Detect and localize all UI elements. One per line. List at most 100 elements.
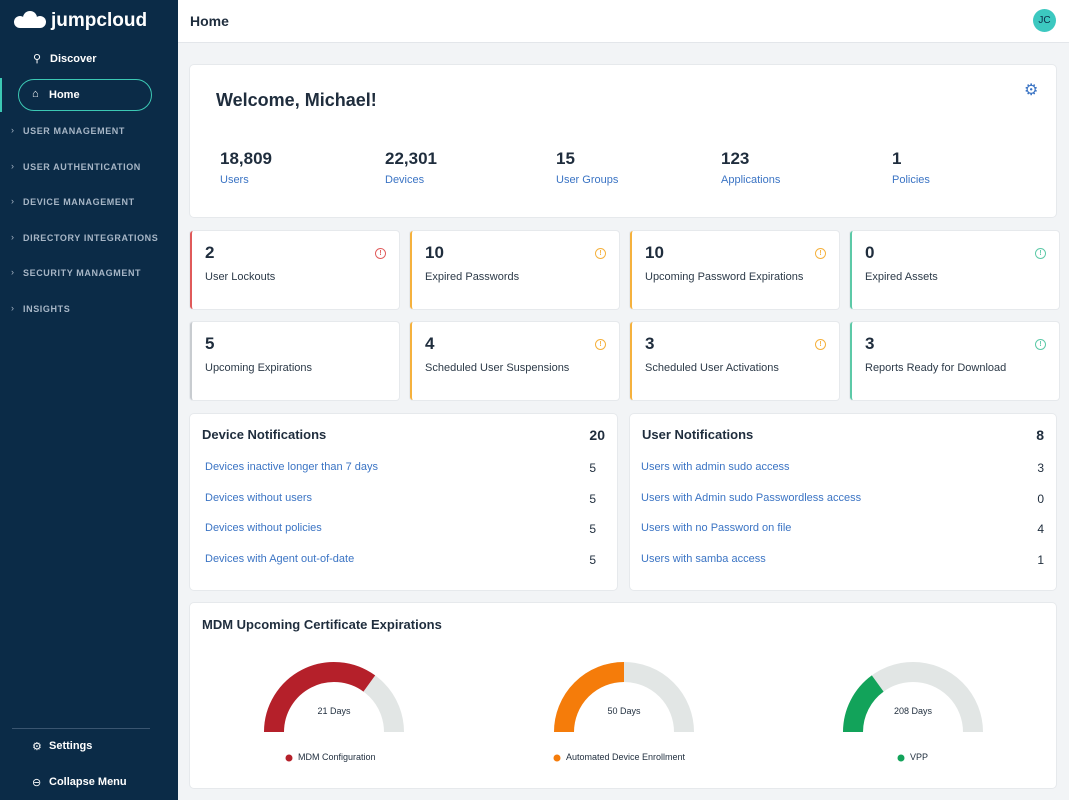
nav-section[interactable]: DEVICE MANAGEMENT <box>23 197 135 208</box>
chevron: › <box>11 231 14 242</box>
alert-value: 4 <box>425 334 435 353</box>
notification-link[interactable]: Devices without policies <box>205 522 322 534</box>
legend-label: VPP <box>910 752 929 762</box>
notification-link[interactable]: Devices with Agent out-of-date <box>205 552 355 565</box>
alert-icon: ! <box>815 248 826 259</box>
alert-icon: ! <box>595 339 606 350</box>
legend-label: Automated Device Enrollment <box>566 752 686 762</box>
nav-section[interactable]: DIRECTORY INTEGRATIONS <box>23 232 159 243</box>
sidebar: jumpcloud ⚲ Discover ⌂ Home ⚙ Settings ⊖… <box>0 0 178 800</box>
chevron: › <box>11 267 14 278</box>
nav-item-active[interactable] <box>18 79 152 111</box>
nav-section[interactable]: USER MANAGEMENT <box>23 126 126 136</box>
alert-card[interactable] <box>410 322 619 400</box>
icon: ⌂ <box>32 88 39 100</box>
stat-label[interactable]: Policies <box>892 174 930 186</box>
notification-count: 5 <box>589 522 596 536</box>
gauge-fill <box>264 662 376 733</box>
legend-dot <box>285 754 293 762</box>
welcome-card <box>190 65 1056 217</box>
settings-icon[interactable]: ⚙ <box>1024 82 1039 99</box>
alert-value: 2 <box>205 243 215 262</box>
alert-value: 5 <box>205 334 215 353</box>
nav-item[interactable]: Home <box>49 89 80 101</box>
stat-value: 1 <box>892 149 902 168</box>
icon: ⊖ <box>32 777 42 789</box>
alert-label: User Lockouts <box>205 271 276 283</box>
top-bar <box>178 0 1069 43</box>
alert-label: Upcoming Password Expirations <box>645 271 804 283</box>
notification-count: 5 <box>589 491 596 506</box>
alert-value: 3 <box>865 334 875 353</box>
notification-count: 1 <box>1037 552 1044 567</box>
gauge-fill <box>554 662 625 733</box>
alert-icon: ! <box>1035 248 1046 259</box>
gauge-label: 50 Days <box>607 706 641 716</box>
logo-icon <box>14 11 46 28</box>
notification-count: 4 <box>1037 522 1044 536</box>
stat-label[interactable]: Devices <box>385 174 425 186</box>
notification-link[interactable]: Users with samba access <box>641 552 766 565</box>
chevron: › <box>11 125 14 135</box>
notification-count: 5 <box>589 552 596 567</box>
alert-card[interactable] <box>190 231 399 309</box>
nav-section[interactable]: INSIGHTS <box>23 304 71 314</box>
alert-card[interactable] <box>850 231 1059 309</box>
icon: ⚲ <box>33 53 42 65</box>
divider <box>12 728 150 729</box>
gauges <box>264 662 983 762</box>
stat-value: 123 <box>721 149 750 168</box>
notifications-title: Device Notifications <box>202 427 327 442</box>
notification-count: 0 <box>1037 491 1044 506</box>
alert-value: 10 <box>425 243 444 262</box>
page-title: Home <box>190 13 229 29</box>
settings[interactable]: Settings <box>49 740 93 752</box>
user-notifications-card <box>630 414 1056 590</box>
icon: ⚙ <box>32 741 42 753</box>
avatar[interactable]: JC <box>1033 9 1056 32</box>
nav-section[interactable]: USER AUTHENTICATION <box>23 161 141 172</box>
collapse-menu[interactable]: Collapse Menu <box>49 776 127 788</box>
stat-value: 18,809 <box>220 149 272 168</box>
alert-label: Scheduled User Suspensions <box>425 362 570 374</box>
nav-section[interactable]: SECURITY MANAGMENT <box>23 268 142 279</box>
alert-label: Upcoming Expirations <box>205 362 312 374</box>
stat-value: 15 <box>556 149 575 168</box>
alert-card[interactable] <box>850 322 1059 400</box>
alert-label: Scheduled User Activations <box>645 362 779 374</box>
active-indicator <box>0 78 2 112</box>
mdm-card <box>190 603 1056 788</box>
legend-label: MDM Configuration <box>298 752 376 762</box>
logo: jumpcloud <box>51 10 148 31</box>
alert-card[interactable] <box>190 322 399 400</box>
mdm-title: MDM Upcoming Certificate Expirations <box>202 617 442 632</box>
alert-value: 0 <box>865 243 875 262</box>
notification-link[interactable]: Users with admin sudo access <box>641 461 790 473</box>
chevron: › <box>11 303 14 313</box>
alert-icon: ! <box>1035 339 1046 350</box>
notification-link[interactable]: Devices inactive longer than 7 days <box>205 461 379 473</box>
alert-value: 10 <box>645 243 664 262</box>
legend-dot <box>897 754 905 762</box>
alert-icon: ! <box>375 248 386 259</box>
alert-label: Expired Assets <box>865 271 938 283</box>
stat-value: 22,301 <box>385 149 437 168</box>
alert-card[interactable] <box>410 231 619 309</box>
alert-icon: ! <box>595 248 606 259</box>
notification-link[interactable]: Devices without users <box>205 491 312 504</box>
notification-count: 3 <box>1037 461 1044 475</box>
notification-link[interactable]: Users with Admin sudo Passwordless acces… <box>641 491 862 504</box>
stat-label[interactable]: Users <box>220 174 249 186</box>
nav-item[interactable]: Discover <box>50 53 97 65</box>
legend-dot <box>553 754 561 762</box>
stat-label[interactable]: User Groups <box>556 174 619 186</box>
notifications-total: 8 <box>1036 427 1044 443</box>
chevron: › <box>11 160 14 171</box>
alert-icon: ! <box>815 339 826 350</box>
stat-label[interactable]: Applications <box>721 174 781 186</box>
alert-card[interactable] <box>630 322 839 400</box>
notification-link[interactable]: Users with no Password on file <box>641 522 792 534</box>
alert-label: Reports Ready for Download <box>865 362 1007 374</box>
alert-card[interactable] <box>630 231 839 309</box>
